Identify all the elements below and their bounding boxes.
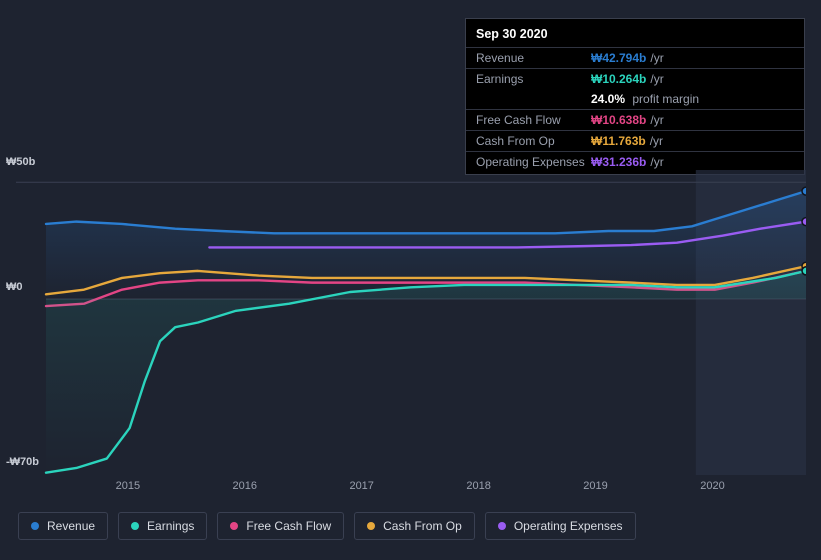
tooltip-row-cashop: Cash From Op₩11.763b/yr (466, 130, 804, 151)
legend-label: Cash From Op (383, 519, 462, 533)
y-tick-top: ₩50b (6, 156, 35, 168)
tooltip-row-fcf: Free Cash Flow₩10.638b/yr (466, 109, 804, 130)
legend-item-revenue[interactable]: Revenue (18, 512, 108, 540)
y-tick-bottom: -₩70b (6, 456, 39, 468)
x-tick-2020: 2020 (700, 480, 724, 492)
legend-dot-icon (31, 522, 39, 530)
tooltip-margin-text: profit margin (632, 92, 699, 106)
marker-opex (802, 218, 806, 226)
tooltip-unit: /yr (650, 155, 663, 169)
legend-label: Operating Expenses (514, 519, 623, 533)
tooltip-unit: /yr (650, 72, 663, 86)
x-axis-labels: 2015 2016 2017 2018 2019 2020 (16, 480, 806, 500)
area-earnings (46, 271, 806, 473)
chart-svg (16, 170, 806, 475)
legend-item-cashop[interactable]: Cash From Op (354, 512, 475, 540)
tooltip-value: ₩10.638b (591, 113, 646, 127)
tooltip-label: Free Cash Flow (476, 113, 591, 127)
financials-chart[interactable] (16, 170, 806, 475)
tooltip-label: Revenue (476, 51, 591, 65)
line-revenue (46, 191, 806, 233)
tooltip-unit: /yr (650, 134, 663, 148)
x-tick-2018: 2018 (466, 480, 490, 492)
legend-label: Revenue (47, 519, 95, 533)
hover-tooltip: Sep 30 2020 Revenue₩42.794b/yrEarnings₩1… (465, 18, 805, 175)
tooltip-row-opex: Operating Expenses₩31.236b/yr (466, 151, 804, 172)
y-tick-zero: ₩0 (6, 281, 23, 293)
tooltip-unit: /yr (650, 113, 663, 127)
tooltip-row-revenue: Revenue₩42.794b/yr (466, 47, 804, 68)
x-tick-2016: 2016 (233, 480, 257, 492)
tooltip-value: ₩42.794b (591, 51, 646, 65)
legend: Revenue Earnings Free Cash Flow Cash From O… (18, 512, 636, 540)
tooltip-label: Operating Expenses (476, 155, 591, 169)
x-tick-2015: 2015 (116, 480, 140, 492)
tooltip-margin-pct: 24.0% (591, 92, 625, 106)
x-tick-2017: 2017 (349, 480, 373, 492)
legend-item-opex[interactable]: Operating Expenses (485, 512, 636, 540)
tooltip-value: ₩11.763b (591, 134, 646, 148)
tooltip-label: Earnings (476, 72, 591, 86)
legend-label: Earnings (147, 519, 194, 533)
legend-label: Free Cash Flow (246, 519, 331, 533)
legend-dot-icon (131, 522, 139, 530)
tooltip-date: Sep 30 2020 (466, 23, 804, 47)
marker-revenue (802, 187, 806, 195)
legend-dot-icon (230, 522, 238, 530)
legend-item-earnings[interactable]: Earnings (118, 512, 207, 540)
x-tick-2019: 2019 (583, 480, 607, 492)
tooltip-label: Cash From Op (476, 134, 591, 148)
legend-dot-icon (498, 522, 506, 530)
tooltip-unit: /yr (650, 51, 663, 65)
tooltip-value: ₩10.264b (591, 72, 646, 86)
legend-item-fcf[interactable]: Free Cash Flow (217, 512, 344, 540)
tooltip-value: ₩31.236b (591, 155, 646, 169)
legend-dot-icon (367, 522, 375, 530)
tooltip-row-earnings: Earnings₩10.264b/yr (466, 68, 804, 89)
marker-earnings (802, 267, 806, 275)
tooltip-margin-row: 24.0% profit margin (466, 89, 804, 109)
